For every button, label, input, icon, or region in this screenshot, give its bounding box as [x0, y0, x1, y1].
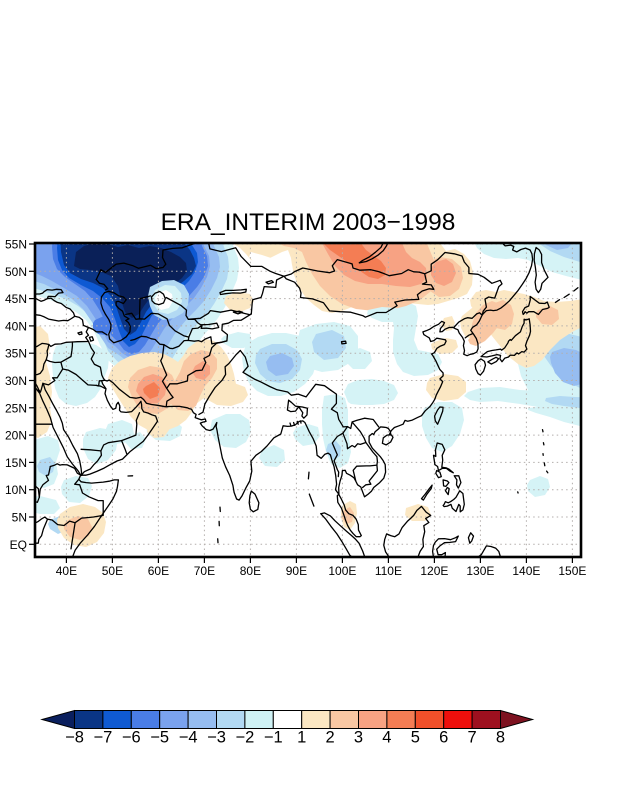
svg-text:−8: −8: [65, 729, 84, 747]
svg-text:10N: 10N: [5, 483, 27, 497]
svg-text:−7: −7: [93, 729, 112, 747]
svg-text:25N: 25N: [5, 401, 27, 415]
svg-text:ERA_INTERIM 2003−1998: ERA_INTERIM 2003−1998: [161, 209, 456, 236]
svg-text:55N: 55N: [5, 238, 27, 252]
svg-text:45N: 45N: [5, 292, 27, 306]
svg-text:90E: 90E: [286, 564, 307, 578]
svg-text:20N: 20N: [5, 429, 27, 443]
svg-text:8: 8: [496, 729, 505, 747]
svg-text:4: 4: [382, 729, 391, 747]
svg-text:2: 2: [326, 729, 335, 747]
svg-text:60E: 60E: [148, 564, 169, 578]
svg-text:100E: 100E: [328, 564, 356, 578]
svg-text:EQ: EQ: [10, 538, 27, 552]
svg-text:−2: −2: [235, 729, 254, 747]
svg-text:5: 5: [411, 729, 420, 747]
svg-text:150E: 150E: [558, 564, 586, 578]
svg-text:40E: 40E: [56, 564, 77, 578]
svg-text:5N: 5N: [12, 511, 27, 525]
svg-text:50E: 50E: [102, 564, 123, 578]
svg-text:130E: 130E: [466, 564, 494, 578]
svg-text:110E: 110E: [375, 564, 402, 578]
svg-text:120E: 120E: [420, 564, 448, 578]
svg-text:−6: −6: [122, 729, 141, 747]
svg-text:−3: −3: [207, 729, 226, 747]
svg-text:30N: 30N: [5, 374, 27, 388]
svg-text:70E: 70E: [194, 564, 215, 578]
svg-text:−5: −5: [150, 729, 169, 747]
svg-text:−4: −4: [179, 729, 198, 747]
svg-text:35N: 35N: [5, 347, 27, 361]
svg-text:50N: 50N: [5, 265, 27, 279]
svg-text:3: 3: [354, 729, 363, 747]
svg-text:7: 7: [468, 729, 477, 747]
svg-text:−1: −1: [264, 729, 283, 747]
svg-text:140E: 140E: [512, 564, 540, 578]
svg-text:1: 1: [297, 729, 306, 747]
svg-text:15N: 15N: [5, 456, 27, 470]
svg-text:40N: 40N: [5, 319, 27, 333]
svg-text:80E: 80E: [240, 564, 261, 578]
svg-text:6: 6: [439, 729, 448, 747]
